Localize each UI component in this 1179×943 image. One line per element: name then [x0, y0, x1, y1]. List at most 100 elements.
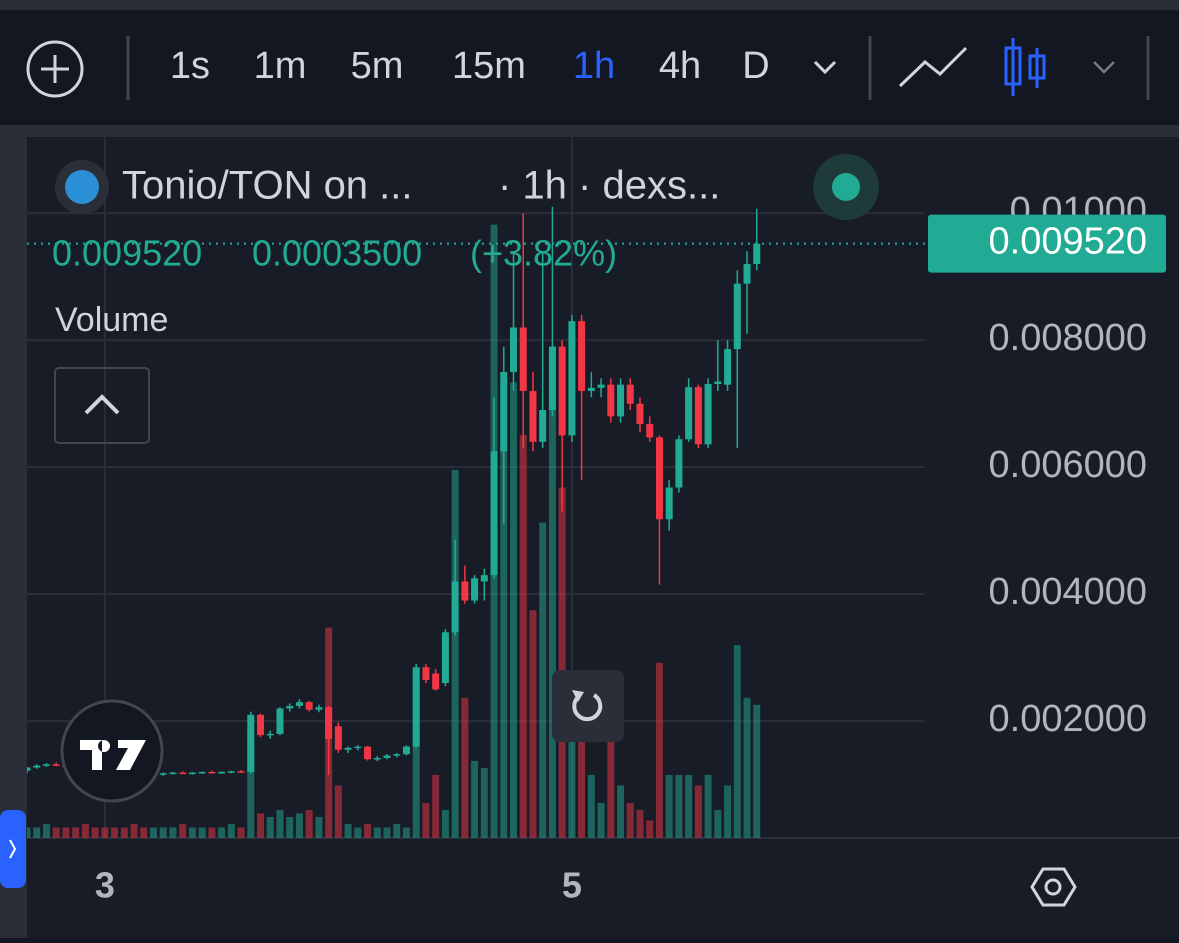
candle-body — [295, 702, 303, 706]
candle-body — [510, 327, 517, 372]
volume-bar — [140, 827, 148, 838]
candle-chart-button[interactable] — [1004, 38, 1046, 96]
volume-bar — [558, 487, 566, 838]
volume-bar — [334, 785, 342, 838]
volume-bar — [714, 809, 722, 838]
volume-bar — [626, 802, 634, 838]
collapse-icon — [84, 394, 120, 415]
price-tick-label: 0.006000 — [989, 444, 1148, 486]
plot — [27, 137, 925, 838]
volume-bar — [101, 827, 109, 838]
candle-body — [188, 772, 196, 775]
candle-body — [27, 767, 31, 771]
volume-bar — [276, 809, 284, 838]
candle-body — [743, 263, 751, 284]
volume-bar — [33, 827, 41, 838]
candle-body — [237, 771, 245, 773]
candle-body — [704, 384, 712, 445]
tv-logo[interactable] — [60, 699, 164, 803]
candle-body — [685, 387, 693, 440]
candle-body — [52, 764, 60, 766]
volume-bar — [305, 809, 313, 838]
candle-body — [354, 746, 362, 749]
top-edge — [0, 0, 1179, 10]
legend-close: 0.009520 — [52, 233, 202, 274]
candle-body — [646, 424, 654, 438]
volume-bar — [733, 645, 741, 838]
candle-body — [461, 581, 469, 601]
side-tab[interactable] — [0, 810, 26, 888]
candle-body — [325, 707, 333, 739]
candle-body — [42, 764, 50, 766]
overlays: Tonio/TON on ... · 1h · dexs... 0.009520… — [52, 154, 879, 803]
candle-body — [548, 346, 556, 411]
candle-body — [480, 575, 488, 582]
symbol-icon — [65, 170, 99, 204]
candle-body — [558, 346, 566, 436]
volume-bar — [655, 662, 663, 838]
candle-body — [655, 437, 663, 520]
candle-body — [529, 390, 537, 442]
style-dropdown[interactable] — [1093, 61, 1115, 74]
interval-button[interactable]: 15m — [452, 45, 526, 87]
volume-bar — [72, 827, 80, 838]
volume-bar — [471, 760, 479, 838]
candle-body — [617, 384, 625, 417]
candle-body — [412, 667, 420, 747]
volume-bar — [27, 827, 31, 838]
volume-bar — [743, 697, 751, 838]
candle-body — [218, 771, 226, 774]
interval-button[interactable]: 1s — [170, 45, 210, 87]
volume-bar — [636, 809, 644, 838]
reset-button[interactable] — [552, 670, 624, 742]
candle-body — [607, 384, 615, 417]
volume-bar — [587, 774, 595, 838]
collapse-button[interactable] — [54, 367, 150, 444]
symbol-name[interactable]: Tonio/TON on ... — [122, 164, 413, 208]
volume-bar — [111, 827, 119, 838]
settings-button[interactable] — [1030, 867, 1077, 907]
candle-body — [227, 771, 235, 773]
candle-body — [578, 321, 586, 391]
interval-button[interactable]: 4h — [659, 45, 701, 87]
candle-body — [422, 667, 430, 680]
volume-bar — [42, 823, 50, 838]
interval-button[interactable]: D — [742, 45, 769, 87]
volume-bar — [315, 816, 323, 838]
volume-bar — [393, 823, 401, 838]
candle-body — [286, 705, 294, 709]
interval-dropdown[interactable] — [813, 60, 837, 75]
volume-bar — [247, 739, 255, 838]
volume-bar — [295, 813, 303, 838]
volume-bar — [665, 774, 673, 838]
volume-bar — [402, 827, 410, 838]
volume-bar — [675, 774, 683, 838]
candle-body — [587, 387, 595, 391]
volume-bar — [383, 827, 391, 838]
volume-bar — [179, 823, 187, 838]
line-chart-button[interactable] — [898, 46, 968, 88]
volume-label: Volume — [55, 301, 168, 339]
price-tick-label: 0.004000 — [989, 571, 1148, 613]
volume-bar — [694, 785, 702, 838]
volume-bar — [266, 816, 274, 838]
interval-button[interactable]: 5m — [351, 45, 404, 87]
candle-body — [694, 387, 702, 445]
add-button[interactable] — [26, 40, 84, 98]
time-tick-label: 3 — [95, 865, 115, 906]
candle-body — [276, 708, 284, 734]
candle-body — [733, 283, 741, 350]
volume-bar — [91, 827, 99, 838]
interval-button[interactable]: 1h — [573, 45, 615, 87]
series — [27, 206, 761, 838]
volume-bar — [597, 802, 605, 838]
candle-body — [675, 439, 683, 488]
volume-bar — [422, 802, 430, 838]
volume-bar — [646, 820, 654, 838]
volume-bar — [461, 697, 469, 838]
volume-bar — [149, 827, 157, 838]
volume-bar — [364, 823, 372, 838]
candle-body — [257, 714, 265, 736]
interval-button[interactable]: 1m — [254, 45, 307, 87]
